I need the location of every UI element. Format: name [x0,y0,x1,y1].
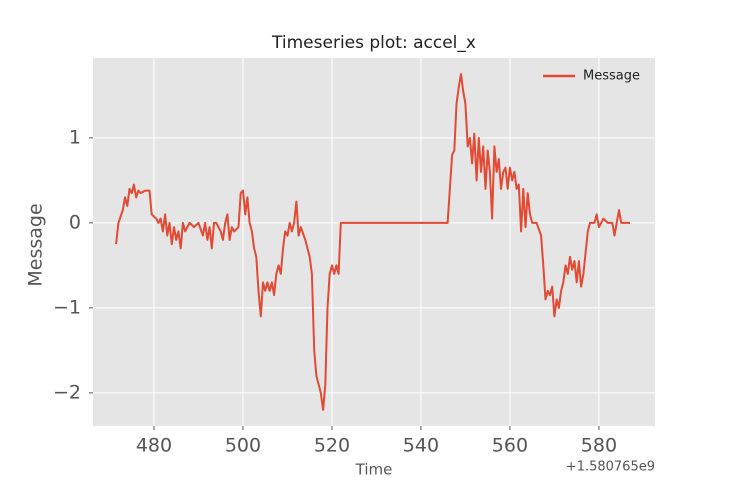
plot-area [93,58,655,426]
x-tick-label: 480 [136,435,172,457]
x-offset-label: +1.580765e9 [566,460,655,475]
lines [115,73,631,411]
legend-label: Message [583,69,640,84]
y-tick-label: −2 [53,381,81,403]
y-tick-label: 1 [69,126,81,148]
chart-title: Timeseries plot: accel_x [271,33,476,53]
x-tick-label: 540 [403,435,439,457]
y-axis-label: Message [25,203,47,286]
data-line [115,73,631,411]
x-tick-label: 500 [225,435,261,457]
x-tick-label: 580 [581,435,617,457]
y-tick-label: 0 [69,211,81,233]
y-tick-label: −1 [53,296,81,318]
x-axis-label: Time [355,461,393,479]
x-tick-label: 520 [314,435,350,457]
x-tick-label: 560 [492,435,528,457]
